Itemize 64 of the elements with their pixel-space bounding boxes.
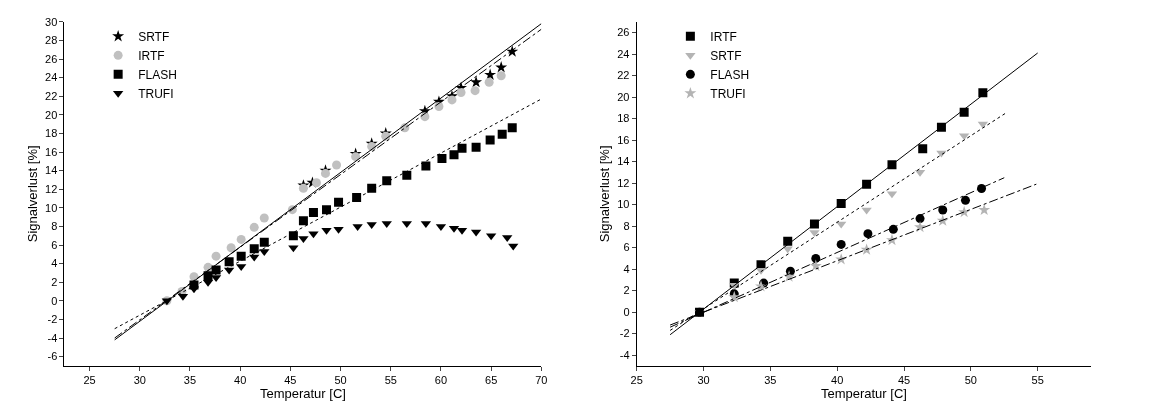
x-tick-label: 45 — [897, 374, 911, 387]
x-tick-label: 30 — [133, 374, 146, 387]
y-tick-label: 28 — [45, 34, 58, 47]
y-axis-title: Signalverlust [%] — [597, 145, 613, 243]
x-tick-label: 50 — [964, 374, 977, 387]
x-axis-title: Temperatur [C] — [259, 386, 346, 402]
legend-label: SRTF — [138, 30, 170, 44]
x-axis-title: Temperatur [C] — [820, 386, 907, 402]
y-tick-label: 16 — [617, 133, 630, 146]
y-tick-label: 8 — [623, 219, 630, 232]
y-tick-label: 18 — [45, 127, 58, 140]
y-tick-label: 10 — [45, 201, 58, 214]
y-tick-label: 20 — [617, 90, 630, 103]
y-tick-label: -2 — [47, 313, 58, 326]
y-axis-title: Signalverlust [%] — [24, 145, 40, 243]
y-tick-label: 26 — [617, 26, 630, 39]
x-tick-label: 35 — [764, 374, 777, 387]
y-tick-label: 6 — [51, 238, 58, 251]
x-tick-label: 40 — [234, 374, 247, 387]
y-tick-label: 20 — [45, 108, 58, 121]
y-tick-label: 0 — [623, 305, 630, 318]
x-tick-label: 55 — [1031, 374, 1044, 387]
y-tick-label: -4 — [47, 331, 58, 344]
y-tick-label: -4 — [619, 349, 630, 361]
x-tick-label: 30 — [697, 374, 710, 387]
legend-label: TRUFI — [710, 87, 746, 101]
y-tick-label: 8 — [51, 220, 58, 233]
y-tick-label: 22 — [45, 90, 58, 103]
y-tick-label: 30 — [45, 15, 58, 28]
y-tick-label: 12 — [617, 176, 630, 189]
x-tick-label: 65 — [485, 374, 498, 387]
y-tick-label: 2 — [623, 284, 630, 297]
x-tick-label: 25 — [83, 374, 96, 387]
legend-label: IRTF — [710, 30, 737, 44]
legend-label: SRTF — [710, 49, 742, 63]
y-tick-label: 22 — [617, 69, 630, 82]
x-tick-label: 50 — [334, 374, 347, 387]
y-tick-label: 24 — [617, 47, 630, 60]
legend-label: TRUFI — [138, 87, 174, 101]
y-tick-label: 24 — [45, 71, 58, 84]
legend-label: IRTF — [138, 49, 165, 63]
x-tick-label: 25 — [630, 374, 643, 387]
y-tick-label: 26 — [45, 52, 58, 65]
y-tick-label: 18 — [617, 112, 630, 125]
x-tick-label: 55 — [384, 374, 397, 387]
x-tick-label: 40 — [831, 374, 844, 387]
x-tick-label: 45 — [284, 374, 297, 387]
y-tick-label: -2 — [619, 327, 630, 340]
y-tick-label: -6 — [47, 350, 58, 363]
y-tick-label: 14 — [45, 164, 58, 177]
y-tick-label: 10 — [617, 198, 630, 211]
y-tick-label: 4 — [51, 257, 58, 270]
y-tick-label: 4 — [623, 262, 630, 275]
legend-label: FLASH — [710, 68, 750, 82]
y-tick-label: 6 — [623, 241, 630, 254]
y-tick-label: 14 — [617, 155, 630, 168]
x-tick-label: 35 — [183, 374, 197, 387]
y-tick-label: 0 — [51, 294, 58, 307]
x-tick-label: 70 — [535, 374, 548, 387]
legend-label: FLASH — [138, 68, 177, 82]
x-tick-label: 60 — [434, 374, 448, 387]
y-tick-label: 16 — [45, 145, 58, 158]
y-tick-label: 12 — [45, 183, 58, 196]
y-tick-label: 2 — [51, 276, 58, 289]
